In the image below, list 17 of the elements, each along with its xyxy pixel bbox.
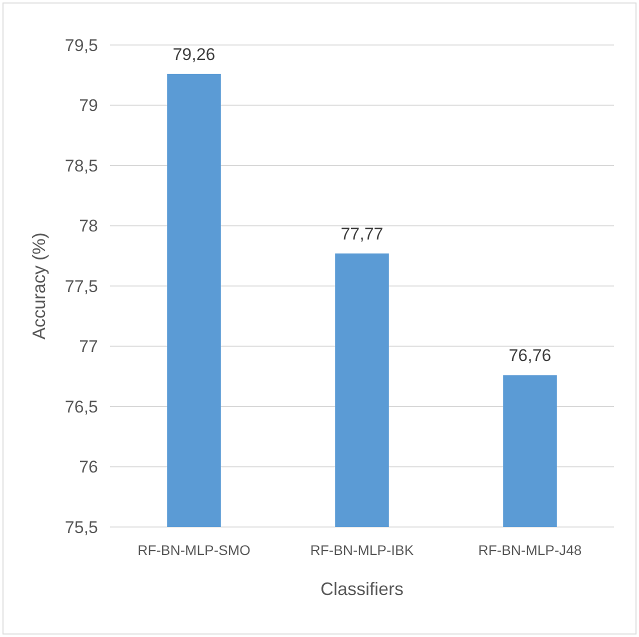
data-label: 77,77 <box>340 224 384 244</box>
x-tick-label: RF-BN-MLP-IBK <box>310 542 414 558</box>
x-tick-label: RF-BN-MLP-J48 <box>478 542 582 558</box>
data-label: 79,26 <box>172 44 216 64</box>
data-label: 76,76 <box>508 346 552 366</box>
y-tick-label: 75,5 <box>64 518 98 537</box>
x-tick-label: RF-BN-MLP-SMO <box>138 542 250 558</box>
x-axis-title: Classifiers <box>320 579 404 599</box>
y-tick-label: 77,5 <box>64 276 98 296</box>
y-tick-label: 76 <box>79 458 98 477</box>
y-tick-label: 78,5 <box>64 156 98 176</box>
y-tick-label: 78 <box>79 216 98 236</box>
y-tick-label: 76,5 <box>64 397 98 416</box>
y-tick-label: 79 <box>79 96 98 116</box>
y-tick-label: 79,5 <box>64 36 98 55</box>
y-tick-label: 77 <box>79 337 98 356</box>
y-axis-title: Accuracy (%) <box>29 232 49 340</box>
